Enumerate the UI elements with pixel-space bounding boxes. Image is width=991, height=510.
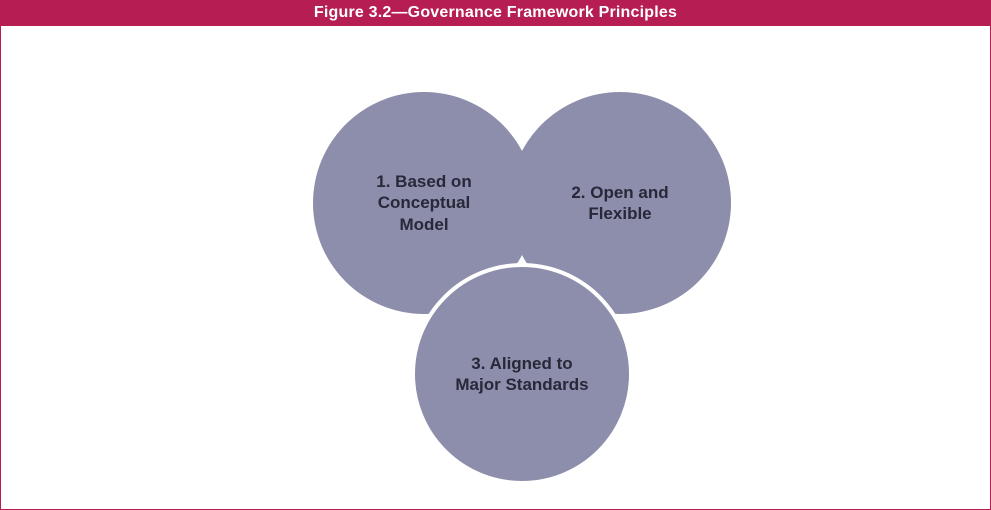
figure-title: Figure 3.2—Governance Framework Principl…	[314, 4, 677, 21]
venn-diagram: 1. Based on Conceptual Model 2. Open and…	[1, 26, 990, 508]
venn-label-aligned-standards: 3. Aligned to Major Standards	[455, 353, 588, 396]
figure-title-bar: Figure 3.2—Governance Framework Principl…	[1, 1, 990, 26]
venn-label-open-flexible: 2. Open and Flexible	[571, 182, 668, 225]
venn-circle-aligned-standards: 3. Aligned to Major Standards	[411, 263, 633, 485]
venn-label-conceptual-model: 1. Based on Conceptual Model	[376, 171, 471, 235]
figure-frame: Figure 3.2—Governance Framework Principl…	[0, 0, 991, 510]
